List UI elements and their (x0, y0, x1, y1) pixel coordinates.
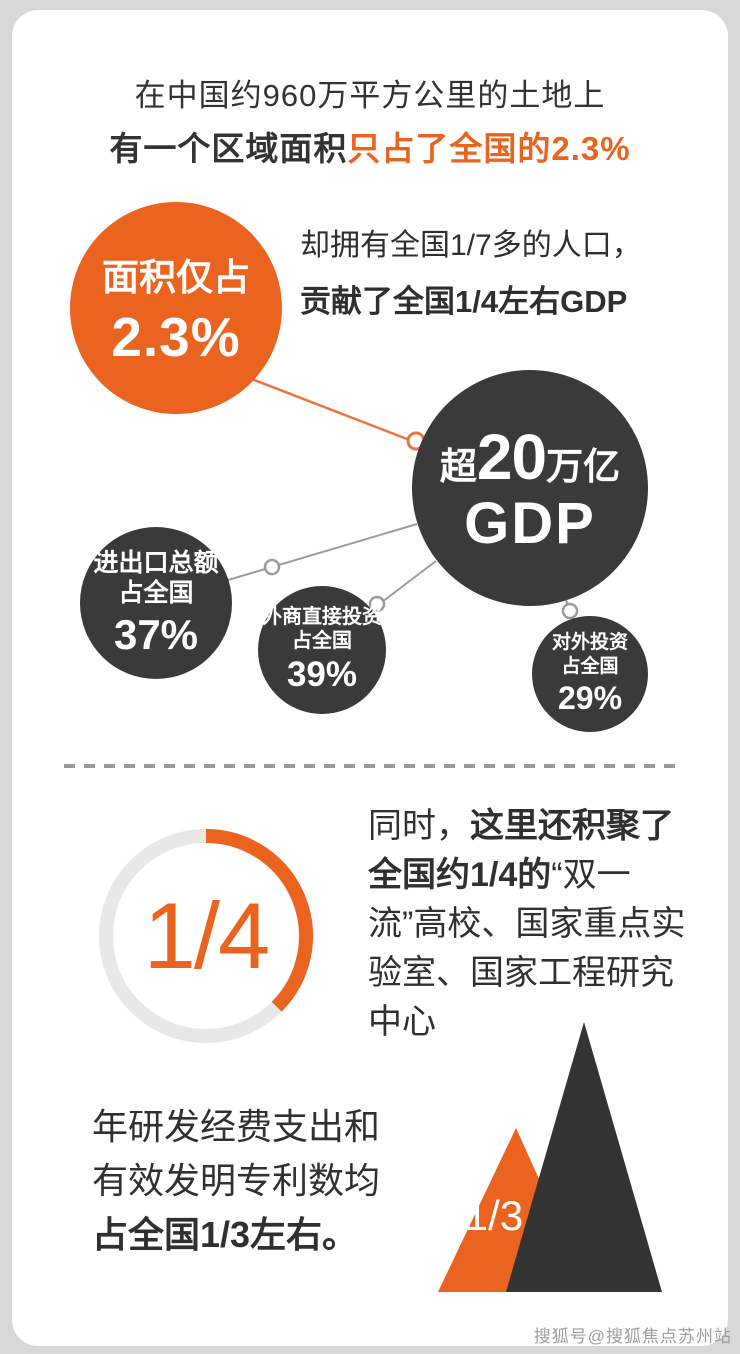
gdp-label: GDP (464, 490, 596, 556)
gdp-circle-line1: 超 20 万亿 (440, 420, 620, 494)
gdp-prefix: 超 (439, 445, 477, 487)
gdp-suffix: 万亿 (546, 445, 621, 487)
area-share-label: 面积仅占 (102, 257, 250, 298)
stat-circle-imports: 进出口总额 占全国 37% (80, 527, 232, 679)
ring-progress-arc (205, 829, 313, 1012)
gdp-number: 20 (476, 420, 547, 493)
quarter-bold: 这里还积聚了全国约1/4的 (368, 807, 674, 894)
headline-line2: 有一个区域面积只占了全国的2.3% (0, 122, 740, 170)
stat-imports-line2: 占全国 (118, 579, 194, 607)
section-divider (64, 764, 676, 768)
intro-line2: 贡献了全国1/4左右GDP (300, 284, 628, 319)
headline-line1: 在中国约960万平方公里的土地上 (134, 78, 606, 113)
rnd-line3: 占全国1/3左右。 (92, 1214, 359, 1255)
intro-text: 却拥有全国1/7多的人口， 贡献了全国1/4左右GDP (300, 220, 680, 321)
stat-outbound-line1: 对外投资 (551, 632, 628, 654)
quarter-rest: “双一流”高校、国家重点实验室、国家工程研究中心 (368, 856, 686, 1041)
headline-line2-dark: 有一个区域面积 (109, 130, 348, 167)
rnd-line1: 年研发经费支出和 (92, 1106, 381, 1147)
rnd-line2: 有效发明专利数均 (92, 1160, 381, 1201)
third-triangle-value: 1/3 (464, 1192, 524, 1239)
stat-imports-value: 37% (113, 610, 199, 658)
stat-imports-line1: 进出口总额 (93, 548, 219, 577)
quarter-paragraph: 同时，这里还积聚了全国约1/4的“双一流”高校、国家重点实验室、国家工程研究中心 (368, 802, 694, 1047)
stat-fdi-line2: 占全国 (292, 630, 352, 652)
rnd-paragraph: 年研发经费支出和 有效发明专利数均 占全国1/3左右。 (92, 1100, 452, 1262)
quarter-prefix: 同时， (368, 807, 470, 845)
stat-fdi-line1: 外商直接投资 (262, 605, 382, 628)
headline-line2-orange: 只占了全国的2.3% (347, 130, 631, 167)
area-share-circle: 面积仅占 2.3% (70, 202, 282, 414)
stat-outbound-line2: 占全国 (561, 655, 619, 677)
intro-line1: 却拥有全国1/7多的人口， (300, 229, 642, 262)
area-share-value: 2.3% (111, 306, 241, 368)
quarter-progress-ring (99, 829, 313, 1043)
watermark: 搜狐号@搜狐焦点苏州站 (533, 1327, 732, 1346)
stat-circle-fdi: 外商直接投资 占全国 39% (258, 586, 386, 714)
stat-fdi-value: 39% (286, 655, 358, 695)
stat-circle-outbound: 对外投资 占全国 29% (532, 616, 648, 732)
gdp-circle: 超 20 万亿 GDP (412, 370, 648, 606)
stat-outbound-value: 29% (557, 679, 623, 716)
quarter-ring-value: 1/4 (143, 883, 271, 988)
